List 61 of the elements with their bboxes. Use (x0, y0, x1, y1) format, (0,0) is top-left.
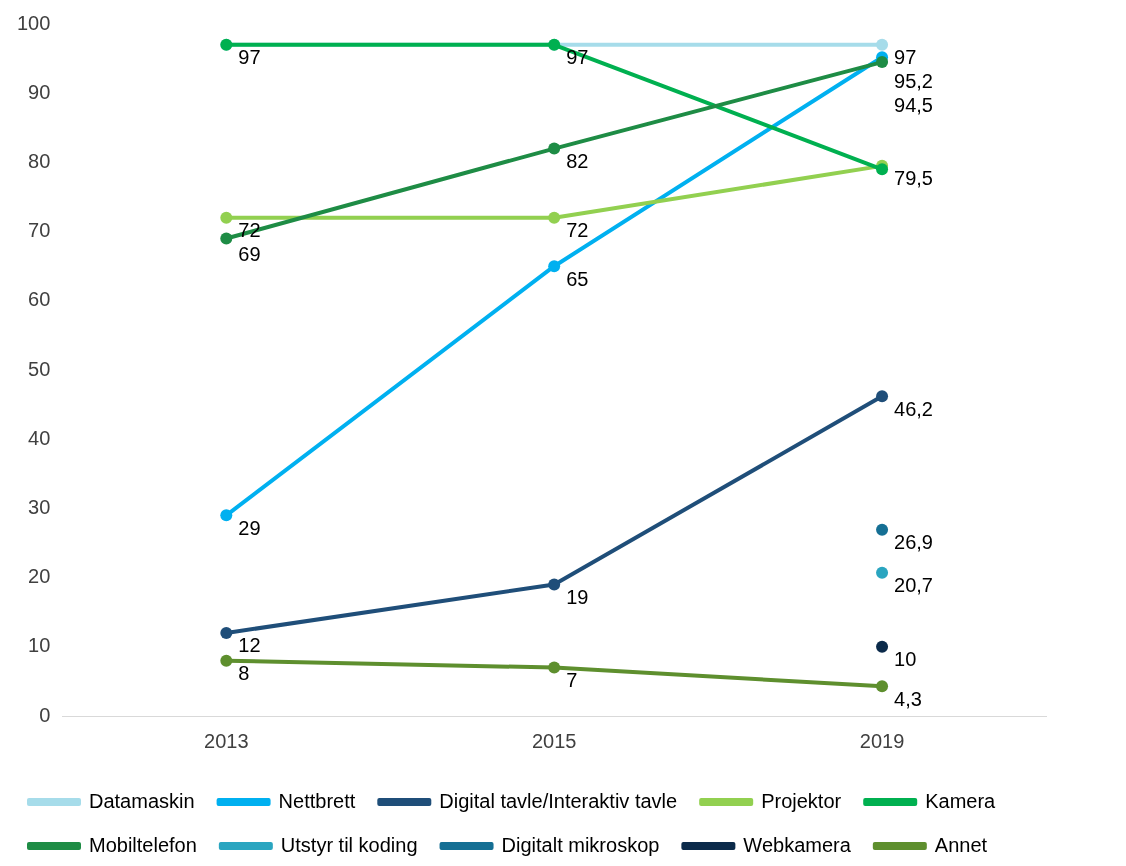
point (220, 654, 233, 667)
data-label: 95,2 (894, 70, 933, 93)
data-label: 46,2 (894, 397, 933, 420)
y-tick-label: 20 (28, 565, 51, 588)
data-label: 94,5 (894, 94, 933, 117)
data-label: 65 (566, 267, 589, 290)
point (876, 56, 889, 69)
data-label: 20,7 (894, 574, 933, 597)
legend-label: Digital tavle/Interaktiv tavle (439, 789, 678, 812)
legend-label: Utstyr til koding (280, 833, 418, 856)
data-label: 7 (566, 669, 578, 692)
y-tick-label: 90 (28, 80, 51, 103)
legend-label: Webkamera (743, 833, 852, 856)
legend-label: Nettbrett (278, 789, 356, 812)
x-tick-label: 2013 (204, 729, 249, 752)
data-label: 19 (566, 586, 589, 609)
y-tick-label: 70 (28, 219, 51, 242)
y-tick-label: 30 (28, 495, 51, 518)
data-label: 29 (238, 516, 261, 539)
x-tick-label: 2019 (859, 729, 905, 752)
point (548, 211, 561, 224)
point (876, 38, 889, 51)
point (548, 578, 561, 591)
data-label: 69 (238, 243, 261, 266)
point (876, 390, 889, 403)
data-label: 72 (566, 219, 589, 242)
point (220, 509, 233, 522)
y-tick-label: 0 (39, 703, 51, 726)
data-label: 12 (238, 634, 261, 657)
x-tick-label: 2015 (531, 729, 577, 752)
data-label: 26,9 (894, 531, 933, 554)
legend-label: Annet (934, 833, 988, 856)
y-tick-label: 80 (28, 149, 51, 172)
y-tick-label: 60 (28, 288, 51, 311)
point (220, 232, 233, 245)
legend-label: Kamera (925, 789, 997, 812)
legend-label: Digitalt mikroskop (501, 833, 660, 856)
y-tick-label: 100 (16, 11, 51, 34)
data-label: 97 (238, 46, 261, 69)
legend-label: Mobiltelefon (89, 833, 197, 856)
point (548, 142, 561, 155)
point (548, 661, 561, 674)
point (548, 260, 561, 273)
point (876, 640, 889, 653)
data-label: 97 (894, 46, 917, 69)
data-label: 82 (566, 150, 589, 173)
data-label: 79,5 (894, 167, 933, 190)
point (220, 626, 233, 639)
y-tick-label: 50 (28, 357, 51, 380)
legend-label: Datamaskin (89, 789, 195, 812)
data-label: 8 (238, 662, 250, 685)
data-label: 10 (894, 648, 917, 671)
point (876, 523, 889, 536)
point (220, 211, 233, 224)
y-tick-label: 40 (28, 426, 51, 449)
data-label: 4,3 (894, 687, 922, 710)
y-tick-label: 10 (28, 634, 51, 657)
legend-label: Projektor (761, 789, 842, 812)
point (876, 163, 889, 176)
point (876, 680, 889, 693)
point (876, 566, 889, 579)
